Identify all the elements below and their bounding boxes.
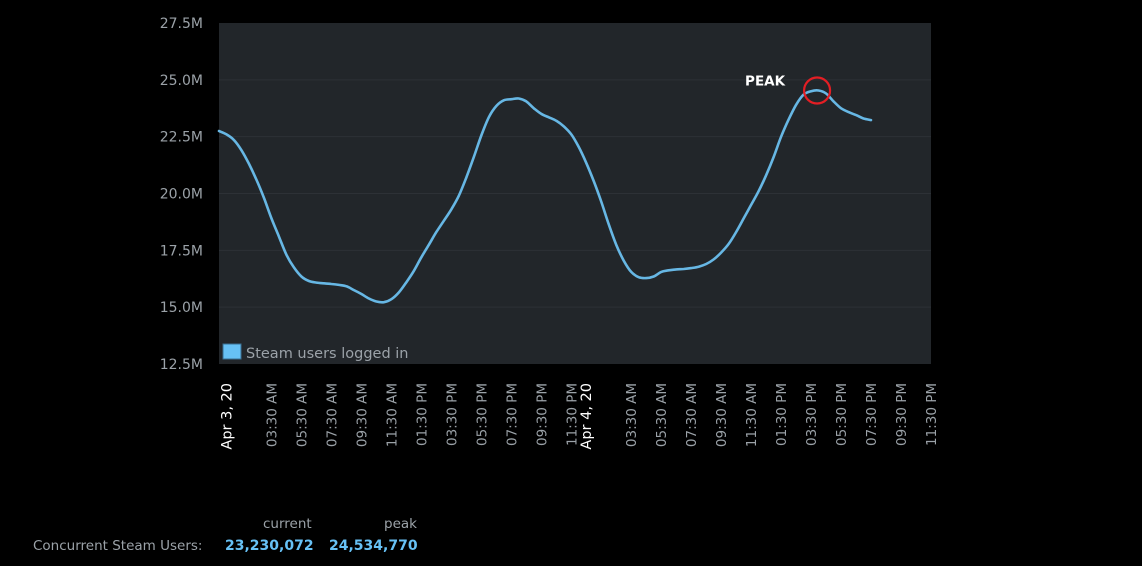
x-tick-label: 01:30 PM	[774, 383, 790, 446]
x-tick-label: 07:30 PM	[504, 383, 520, 446]
x-tick-label: 05:30 AM	[654, 383, 670, 447]
y-axis: 12.5M 15.0M 17.5M 20.0M 22.5M 25.0M 27.5M	[160, 16, 203, 373]
current-header: current	[263, 516, 312, 532]
y-tick-label: 12.5M	[160, 357, 203, 373]
x-tick-label: 05:30 PM	[474, 383, 490, 446]
legend-swatch	[222, 343, 242, 360]
x-tick-label: 05:30 AM	[294, 383, 310, 447]
y-tick-label: 20.0M	[160, 187, 203, 203]
peak-marker	[802, 76, 832, 105]
x-tick-label: Apr 4, 20	[579, 383, 595, 450]
x-tick-label: 03:30 AM	[264, 383, 280, 447]
current-users-value: 23,230,072	[225, 538, 314, 554]
x-tick-label: 05:30 PM	[834, 383, 850, 446]
y-tick-label: 22.5M	[160, 130, 203, 146]
x-tick-label: 01:30 PM	[414, 383, 430, 446]
concurrent-users-stats: current peak Concurrent Steam Users: 23,…	[0, 512, 1142, 566]
x-tick-label: 09:30 PM	[534, 383, 550, 446]
y-tick-label: 27.5M	[160, 16, 203, 32]
y-tick-label: 15.0M	[160, 300, 203, 316]
steam-users-chart: 12.5M 15.0M 17.5M 20.0M 22.5M 25.0M 27.5M Apr …	[160, 16, 940, 450]
chart-legend[interactable]: Steam users logged in	[222, 343, 408, 362]
peak-header: peak	[384, 516, 417, 532]
peak-users-value: 24,534,770	[329, 538, 418, 554]
series-line-steam-users	[217, 89, 873, 304]
y-tick-label: 25.0M	[160, 73, 203, 89]
x-tick-label: 11:30 PM	[924, 383, 940, 446]
x-axis: Apr 3, 20 03:30 AM 05:30 AM 07:30 AM 09:30 A…	[219, 383, 940, 450]
x-tick-label: 07:30 AM	[684, 383, 700, 447]
x-tick-label: 03:30 PM	[804, 383, 820, 446]
peak-label: PEAK	[745, 74, 786, 90]
x-tick-label: 09:30 AM	[354, 383, 370, 447]
peak-annotation: PEAK	[745, 74, 832, 105]
legend-label: Steam users logged in	[246, 346, 408, 362]
x-tick-label: 11:30 PM	[564, 383, 580, 446]
concurrent-users-label: Concurrent Steam Users:	[33, 538, 203, 554]
y-tick-label: 17.5M	[160, 243, 203, 259]
grid-lines	[219, 79, 931, 308]
x-tick-label: 09:30 AM	[714, 383, 730, 447]
x-tick-label: 09:30 PM	[894, 383, 910, 446]
x-tick-label: Apr 3, 20	[219, 383, 235, 450]
x-tick-label: 07:30 PM	[864, 383, 880, 446]
x-tick-label: 07:30 AM	[324, 383, 340, 447]
x-tick-label: 11:30 AM	[384, 383, 400, 447]
x-tick-label: 03:30 PM	[444, 383, 460, 446]
x-tick-label: 11:30 AM	[744, 383, 760, 447]
x-tick-label: 03:30 AM	[624, 383, 640, 447]
